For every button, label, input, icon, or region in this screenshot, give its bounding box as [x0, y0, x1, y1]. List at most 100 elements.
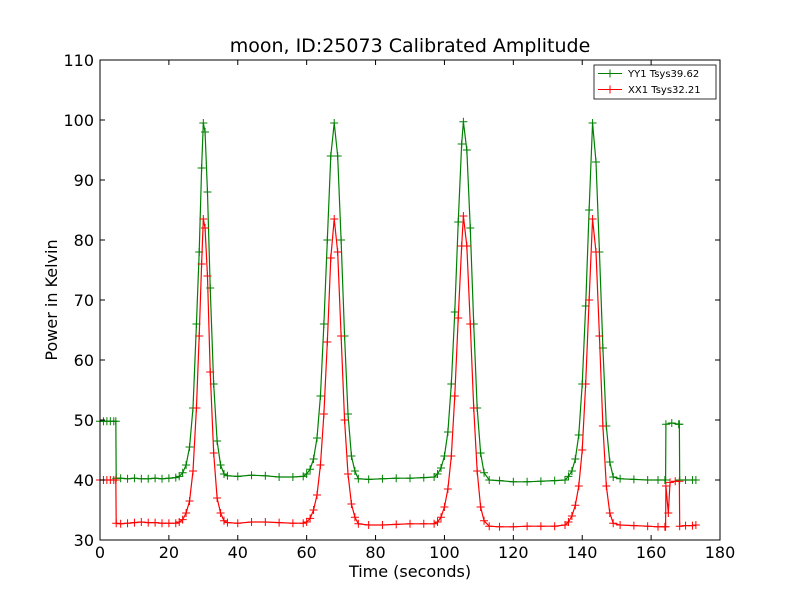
data-point-marker [664, 509, 673, 517]
data-point-marker [592, 158, 600, 166]
data-point-marker [144, 518, 153, 527]
data-point-marker [137, 474, 146, 483]
data-point-marker [509, 522, 518, 531]
data-point-marker [197, 164, 206, 172]
data-point-marker [443, 485, 452, 493]
data-point-marker [616, 474, 625, 483]
data-point-marker [319, 320, 328, 328]
data-point-marker [406, 519, 414, 528]
data-point-marker [195, 332, 204, 340]
data-point-marker [564, 472, 573, 481]
data-point-marker [681, 521, 690, 530]
data-point-marker [333, 152, 342, 160]
data-point-marker [675, 420, 684, 429]
data-point-marker [585, 206, 594, 214]
data-point-marker [378, 521, 387, 529]
legend-marker-yy1 [606, 69, 614, 78]
data-point-marker [158, 474, 166, 483]
data-point-marker [629, 475, 638, 484]
data-point-marker [197, 260, 206, 268]
data-point-marker [567, 512, 576, 520]
data-point-marker [495, 476, 504, 485]
x-tick-label: 160 [636, 543, 667, 562]
data-point-marker [326, 254, 335, 262]
data-point-marker [337, 332, 346, 340]
data-point-marker [302, 518, 311, 526]
data-point-marker [459, 212, 468, 220]
plot-frame [99, 59, 721, 541]
data-point-marker [691, 476, 700, 484]
data-point-marker [661, 420, 670, 429]
data-point-marker [233, 519, 242, 528]
data-point-marker [309, 455, 318, 463]
data-point-marker [223, 471, 232, 480]
series-line [100, 215, 696, 528]
data-point-marker [213, 437, 222, 445]
data-point-marker [666, 478, 675, 487]
data-point-marker [509, 477, 518, 486]
data-point-marker [681, 476, 690, 484]
data-point-marker [561, 476, 569, 484]
data-point-marker [112, 519, 121, 528]
data-point-marker [629, 521, 638, 530]
data-point-marker [164, 519, 173, 528]
data-point-marker [392, 474, 401, 483]
data-point-marker [440, 503, 449, 511]
y-tick-label: 70 [74, 291, 94, 310]
data-point-marker [213, 494, 222, 502]
data-point-marker [123, 474, 132, 483]
data-point-marker [473, 467, 482, 475]
data-point-marker [233, 472, 242, 481]
data-point-marker [247, 471, 256, 480]
data-point-marker [609, 473, 618, 481]
data-point-marker [550, 476, 559, 485]
data-point-marker [313, 434, 321, 442]
data-point-marker [564, 518, 573, 526]
data-point-marker [326, 152, 335, 160]
data-point-marker [661, 482, 670, 490]
data-point-marker [567, 467, 576, 475]
data-point-marker [691, 521, 700, 529]
data-point-marker [164, 474, 173, 483]
y-axis-label: Power in Kelvin [42, 239, 61, 360]
x-tick-label: 40 [228, 543, 248, 562]
data-point-marker [178, 468, 187, 477]
data-point-marker [643, 522, 652, 531]
y-tick-label: 90 [74, 171, 94, 190]
data-point-marker [185, 497, 194, 505]
data-point-marker [574, 431, 583, 439]
data-point-marker [288, 519, 297, 528]
data-point-marker [347, 500, 356, 508]
data-point-marker [459, 117, 468, 126]
data-point-marker [316, 461, 325, 469]
data-point-marker [574, 482, 583, 490]
data-point-marker [151, 474, 160, 483]
data-point-marker [598, 422, 607, 430]
data-point-marker [585, 296, 594, 304]
data-point-marker [523, 477, 532, 486]
data-point-marker [175, 472, 184, 481]
data-point-marker [447, 380, 456, 388]
data-point-marker [309, 506, 318, 514]
data-point-marker [288, 473, 297, 481]
data-point-marker [581, 380, 590, 388]
data-point-marker [223, 518, 232, 527]
x-axis-label: Time (seconds) [348, 562, 471, 581]
data-point-marker [350, 513, 359, 522]
data-point-marker [330, 215, 339, 223]
data-point-marker [220, 470, 228, 478]
data-point-marker [588, 215, 597, 223]
data-point-marker [675, 522, 684, 531]
data-point-marker [466, 224, 475, 232]
data-point-marker [605, 509, 614, 517]
data-point-marker [661, 522, 670, 531]
x-tick-label: 120 [498, 543, 529, 562]
data-point-marker [476, 503, 485, 511]
data-point-marker [206, 368, 215, 376]
data-point-marker [178, 515, 187, 524]
data-point-marker [667, 419, 676, 427]
data-point-marker [378, 474, 387, 483]
data-point-marker [261, 471, 270, 480]
data-point-marker [654, 522, 662, 531]
legend: YY1 Tsys39.62 XX1 Tsys32.21 [593, 64, 717, 100]
